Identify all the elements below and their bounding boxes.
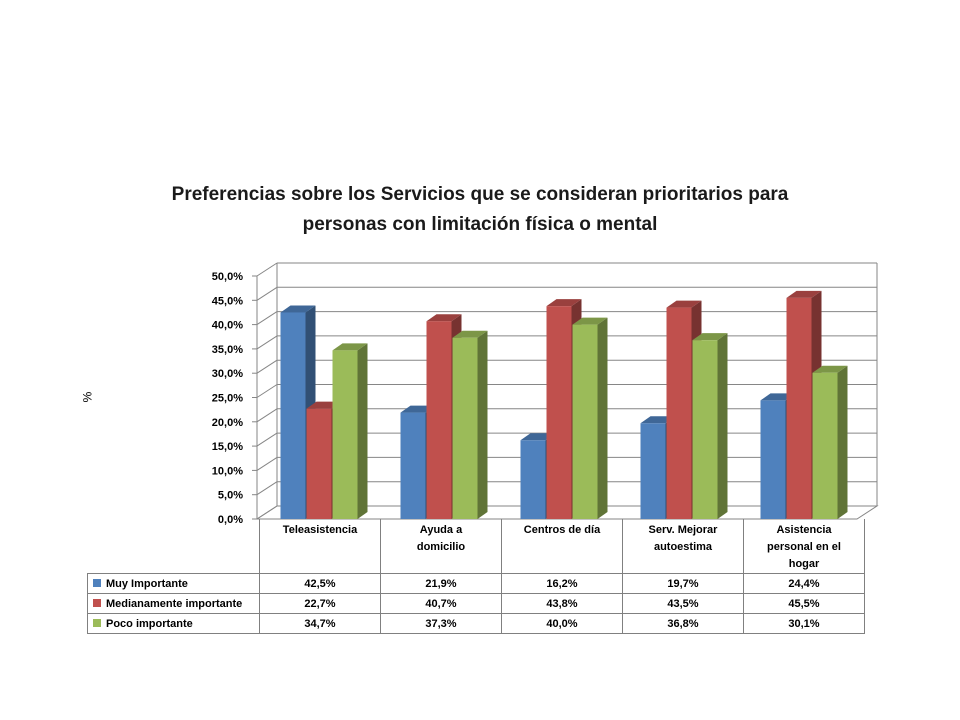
bar [306, 408, 332, 519]
legend-entry: Poco importante [87, 613, 260, 634]
table-cell-value: 40,7% [380, 593, 502, 614]
y-tick-label: 25,0% [212, 393, 243, 405]
table-cell-value: 30,1% [743, 613, 865, 634]
bar-side [357, 343, 368, 519]
gridline-side [256, 384, 278, 398]
y-tick-label: 20,0% [212, 417, 243, 429]
x-category-label-line: Asistencia [776, 524, 832, 536]
bar [400, 412, 426, 519]
legend-label: Medianamente importante [106, 597, 243, 610]
bar-side [837, 365, 848, 519]
table-cell-value: 42,5% [259, 573, 381, 594]
y-tick-label: 35,0% [212, 344, 243, 356]
chart-title-line-1: Preferencias sobre los Servicios que se … [171, 184, 789, 205]
bar-top [666, 300, 702, 308]
legend-label: Muy Importante [106, 577, 188, 590]
y-tick-label: 10,0% [212, 465, 243, 477]
bar [640, 423, 666, 519]
gridline-side [256, 456, 278, 471]
bar [666, 307, 692, 519]
y-tick-label: 5,0% [218, 490, 243, 502]
bar [572, 324, 598, 519]
table-row: Medianamente importante 22,7% 40,7% 43,8% 43… [87, 593, 865, 614]
table-cell-value: 21,9% [380, 573, 502, 594]
bar [692, 340, 718, 519]
gridline-side [256, 432, 278, 447]
bar [760, 400, 786, 519]
x-category-label: Asistencia personal en el hogar [743, 519, 865, 574]
table-cell-value: 43,8% [501, 593, 623, 614]
x-category-label-line: Serv. Mejorar [648, 524, 718, 536]
gridline-side [256, 481, 278, 496]
bar [520, 440, 546, 519]
chart-title: Preferencias sobre los Servicios que se … [0, 180, 960, 240]
x-category-label-line: Ayuda a [419, 524, 463, 536]
x-category-label-line: hogar [788, 558, 820, 570]
x-category-label: Teleasistencia [259, 519, 381, 574]
y-tick-label: 30,0% [212, 368, 243, 380]
bar-top [546, 299, 582, 307]
table-row: Muy Importante 42,5% 21,9% 16,2% 19,7% 24,4% [87, 573, 865, 594]
table-header-row: Teleasistencia Ayuda a domicilio Centros de… [88, 519, 865, 574]
legend-entry: Muy Importante [87, 573, 260, 594]
y-tick-label: 0,0% [218, 514, 243, 526]
gridline-side [256, 335, 278, 350]
y-tick-label: 45,0% [212, 295, 243, 307]
bar-side [597, 317, 608, 519]
table-cell-value: 16,2% [501, 573, 623, 594]
x-category-label-line: Teleasistencia [282, 524, 358, 536]
gridline-side [256, 311, 278, 326]
table-row: Poco importante 34,7% 37,3% 40,0% 36,8% 30,1% [87, 613, 865, 634]
table-corner [88, 519, 260, 574]
bar-top [332, 343, 368, 351]
bar-top [572, 317, 608, 325]
table-cell-value: 43,5% [622, 593, 744, 614]
x-category-label: Centros de día [501, 519, 623, 574]
table-cell-value: 45,5% [743, 593, 865, 614]
legend-entry: Medianamente importante [87, 593, 260, 614]
data-table-legend: Teleasistencia Ayuda a domicilio Centros de… [87, 519, 865, 634]
bar [812, 372, 838, 519]
table-cell-value: 40,0% [501, 613, 623, 634]
bar-top [452, 330, 488, 338]
y-tick-label: 50,0% [212, 271, 243, 283]
bar-top [426, 314, 462, 322]
bar [426, 321, 452, 519]
bar-side [717, 333, 728, 519]
table-cell-value: 36,8% [622, 613, 744, 634]
bar [546, 306, 572, 519]
bar-top [812, 365, 848, 373]
bar [332, 350, 358, 519]
gridline-side [256, 408, 278, 423]
table-cell-value: 22,7% [259, 593, 381, 614]
chart-title-line-2: personas con limitación física o mental [302, 214, 658, 235]
x-category-label: Ayuda a domicilio [380, 519, 502, 574]
legend-swatch [93, 618, 101, 627]
bar-top [786, 290, 822, 298]
x-category-label-line: Centros de día [523, 524, 601, 536]
bar-side [477, 330, 488, 519]
bar [280, 312, 306, 519]
chart-plot: 0,0% 5,0% 10,0% 15,0% 20,0% 25,0% 30,0% 35,0% 40… [212, 262, 879, 526]
bar [786, 297, 812, 519]
table-cell-value: 34,7% [259, 613, 381, 634]
legend-label: Poco importante [106, 617, 193, 630]
legend-swatch [93, 578, 101, 587]
legend-swatch [93, 598, 101, 607]
x-category-label: Serv. Mejorar autoestima [622, 519, 744, 574]
table-cell-value: 19,7% [622, 573, 744, 594]
gridline-side [256, 359, 278, 374]
x-category-label-line: personal en el [767, 541, 841, 553]
bar-top [692, 333, 728, 341]
bar-top [280, 305, 316, 313]
table-cell-value: 37,3% [380, 613, 502, 634]
y-tick-label: 15,0% [212, 441, 243, 453]
x-category-label-line: domicilio [416, 541, 466, 553]
gridline-side [256, 262, 278, 277]
bar [452, 337, 478, 519]
table-cell-value: 24,4% [743, 573, 865, 594]
x-category-label-line: autoestima [653, 541, 713, 553]
y-tick-label: 40,0% [212, 320, 243, 332]
gridline-side [256, 286, 278, 301]
